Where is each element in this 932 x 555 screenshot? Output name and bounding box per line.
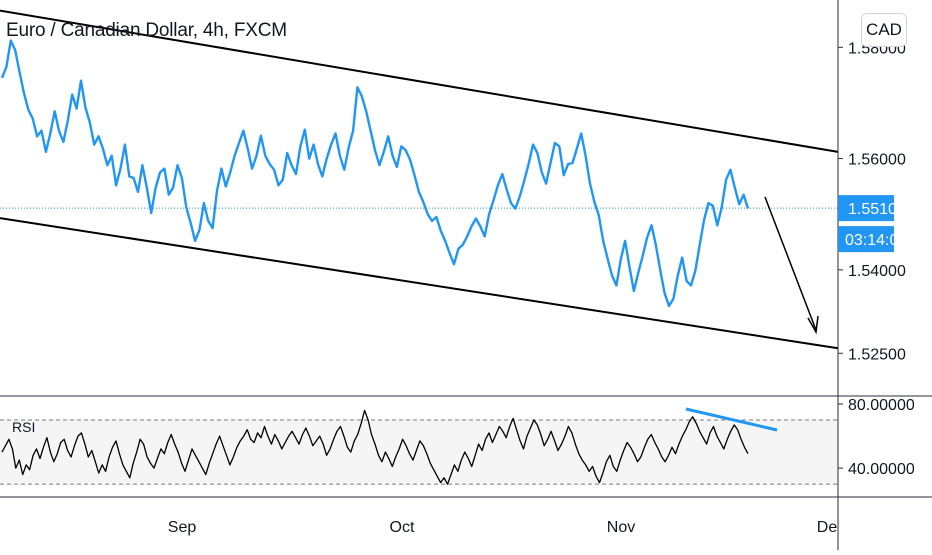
price-tick-label: 1.54000 xyxy=(848,263,906,280)
rsi-tick-label: 40.00000 xyxy=(848,461,915,478)
price-pane xyxy=(0,9,839,350)
rsi-series-line xyxy=(1,409,749,485)
time-tick-label: Oct xyxy=(390,519,415,536)
channel-lower-line xyxy=(0,217,839,350)
channel-upper-line xyxy=(0,9,839,153)
rsi-band xyxy=(0,420,838,485)
countdown-value: 03:14:06 xyxy=(845,232,907,249)
rsi-tick-label: 80.00000 xyxy=(848,397,915,414)
rsi-label: RSI xyxy=(12,419,35,435)
rsi-trend-line xyxy=(685,407,778,432)
last-price-value: 1.55109 xyxy=(848,201,906,218)
countdown-badge xyxy=(838,226,894,253)
time-tick-label: De xyxy=(817,519,838,536)
price-tick-label: 1.56000 xyxy=(848,152,906,169)
forecast-arrow-head xyxy=(807,315,819,335)
last-price-badge xyxy=(838,195,894,222)
currency-button[interactable]: CAD xyxy=(861,13,907,47)
price-series-line xyxy=(0,39,750,308)
time-tick-label: Nov xyxy=(607,519,635,536)
rsi-pane: RSI xyxy=(0,395,932,485)
chart-title: Euro / Canadian Dollar, 4h, FXCM xyxy=(6,20,287,41)
price-tick-label: 1.52500 xyxy=(848,346,906,363)
time-tick-label: Sep xyxy=(168,519,197,536)
forecast-arrow-shaft xyxy=(764,196,817,331)
